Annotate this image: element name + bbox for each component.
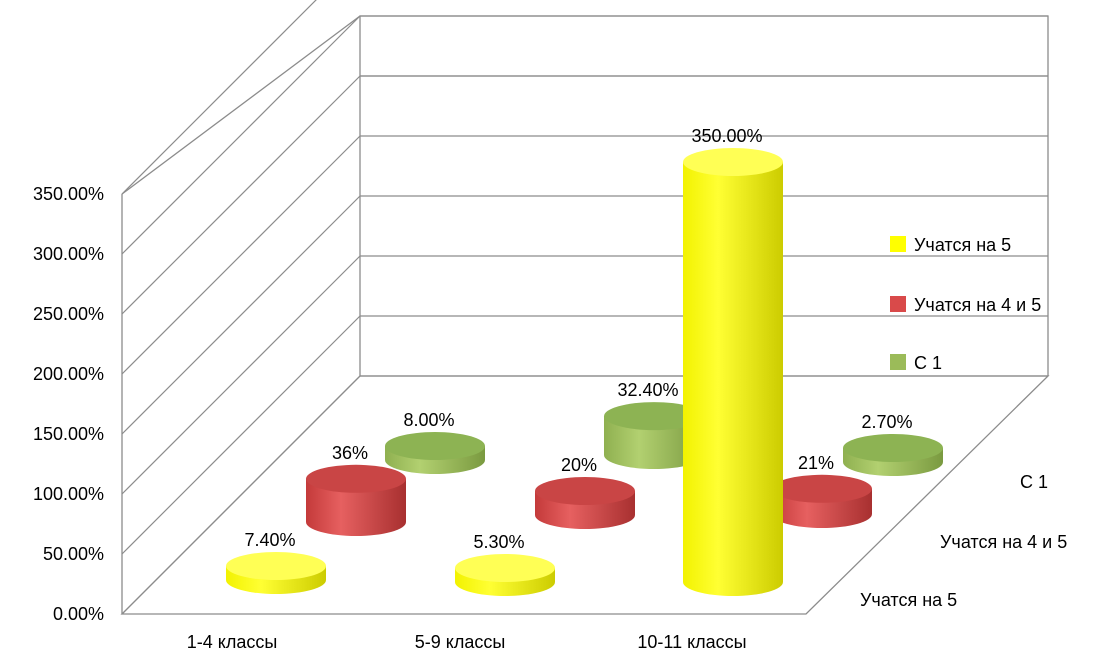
bar-top (535, 477, 635, 505)
y-tick-label: 0.00% (53, 604, 104, 624)
data-label: 5.30% (473, 532, 524, 552)
gridline-side (121, 375, 361, 615)
gridline-side (121, 15, 361, 255)
bar-top (604, 402, 704, 431)
bar-top (226, 552, 326, 580)
data-label: 21% (798, 453, 834, 473)
bar-cylinder (604, 402, 704, 469)
bar-cylinder (385, 432, 485, 474)
y-tick-label: 300.00% (33, 244, 104, 264)
depth-axis-label: Учатся на 4 и 5 (940, 532, 1067, 552)
y-tick-label: 200.00% (33, 364, 104, 384)
gridline-side (121, 255, 361, 495)
data-labels: 8.00% 32.40% 2.70% 36% 20% 21% 7.40% 5.30% 350.0… (244, 126, 912, 552)
y-tick-label: 100.00% (33, 484, 104, 504)
gridline-side (121, 135, 361, 375)
x-tick-label: 5-9 классы (415, 632, 506, 652)
legend-label: С 1 (914, 353, 942, 373)
data-label: 7.40% (244, 530, 295, 550)
bar-top (683, 148, 783, 176)
bar-cylinder (683, 148, 783, 596)
bar-top (385, 432, 485, 460)
data-label: 8.00% (403, 410, 454, 430)
bar-cylinder (772, 474, 872, 528)
data-label: 350.00% (691, 126, 762, 146)
data-label: 20% (561, 455, 597, 475)
legend-label: Учатся на 5 (914, 235, 1011, 255)
legend-swatch (890, 296, 906, 312)
gridline-side (121, 315, 361, 555)
chart-legend: Учатся на 5 Учатся на 4 и 5 С 1 (890, 235, 1041, 373)
legend-label: Учатся на 4 и 5 (914, 295, 1041, 315)
depth-axis-label: С 1 (1020, 472, 1048, 492)
depth-axis-label: Учатся на 5 (860, 590, 957, 610)
chart-axes: 0.00% 50.00% 100.00% 150.00% 200.00% 250.00% 3… (33, 184, 1067, 652)
gridline-side (121, 195, 361, 435)
legend-swatch (890, 354, 906, 370)
bar-cylinder (455, 554, 555, 596)
y-tick-label: 150.00% (33, 424, 104, 444)
legend-swatch (890, 236, 906, 252)
bar-cylinder (306, 464, 406, 536)
y-tick-label: 250.00% (33, 304, 104, 324)
bar-body (604, 416, 704, 469)
gridline-side (121, 0, 317, 195)
gridline-side (121, 75, 361, 315)
data-label: 36% (332, 443, 368, 463)
y-tick-label: 350.00% (33, 184, 104, 204)
x-tick-label: 1-4 классы (187, 632, 278, 652)
bar-top (843, 434, 943, 462)
x-tick-label: 10-11 классы (637, 632, 746, 652)
bar-cylinder (843, 434, 943, 476)
y-tick-label: 50.00% (43, 544, 104, 564)
bar-cylinder (535, 477, 635, 529)
bar-top (772, 474, 872, 503)
bar-body (306, 478, 406, 536)
side-wall-top (121, 15, 361, 195)
data-label: 2.70% (861, 412, 912, 432)
bar-top (306, 464, 406, 493)
chart-bars (226, 148, 943, 596)
data-label: 32.40% (617, 380, 678, 400)
bar-cylinder (226, 552, 326, 594)
bar-body (683, 162, 783, 596)
bar-top (455, 554, 555, 582)
